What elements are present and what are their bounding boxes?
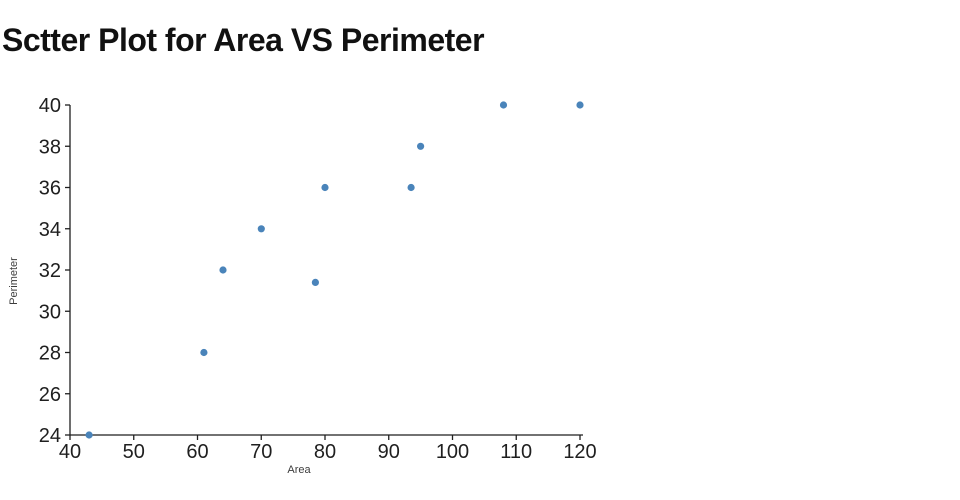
data-point [85, 431, 93, 439]
data-point [321, 183, 329, 192]
data-point [499, 101, 508, 109]
y-tick-label: 40 [39, 95, 61, 117]
y-tick-label: 38 [39, 136, 61, 158]
y-tick-label: 24 [39, 425, 61, 447]
data-point [311, 278, 319, 286]
x-tick-label: 50 [123, 441, 145, 463]
data-point [576, 101, 584, 109]
y-tick-label: 36 [39, 178, 61, 200]
data-point [219, 266, 227, 274]
y-tick-label: 26 [39, 384, 61, 406]
y-tick-label: 30 [39, 301, 61, 323]
y-tick-label: 28 [39, 343, 61, 365]
data-point [257, 225, 265, 233]
data-point [200, 348, 208, 357]
y-axis-label: Perimeter [8, 257, 20, 305]
data-point [407, 183, 415, 192]
x-tick-label: 120 [563, 441, 596, 463]
x-tick-label: 70 [250, 441, 272, 463]
x-tick-label: 110 [500, 441, 532, 463]
x-tick-label: 90 [378, 441, 400, 463]
y-tick-label: 34 [39, 219, 61, 241]
y-tick-label: 32 [39, 260, 61, 282]
x-tick-label: 40 [59, 441, 81, 463]
x-tick-label: 100 [436, 441, 469, 463]
x-tick-label: 80 [314, 441, 336, 463]
chart-title: Sctter Plot for Area VS Perimeter [2, 22, 485, 58]
data-point [417, 142, 425, 150]
x-tick-label: 60 [186, 441, 208, 463]
x-axis-label: Area [287, 464, 311, 476]
